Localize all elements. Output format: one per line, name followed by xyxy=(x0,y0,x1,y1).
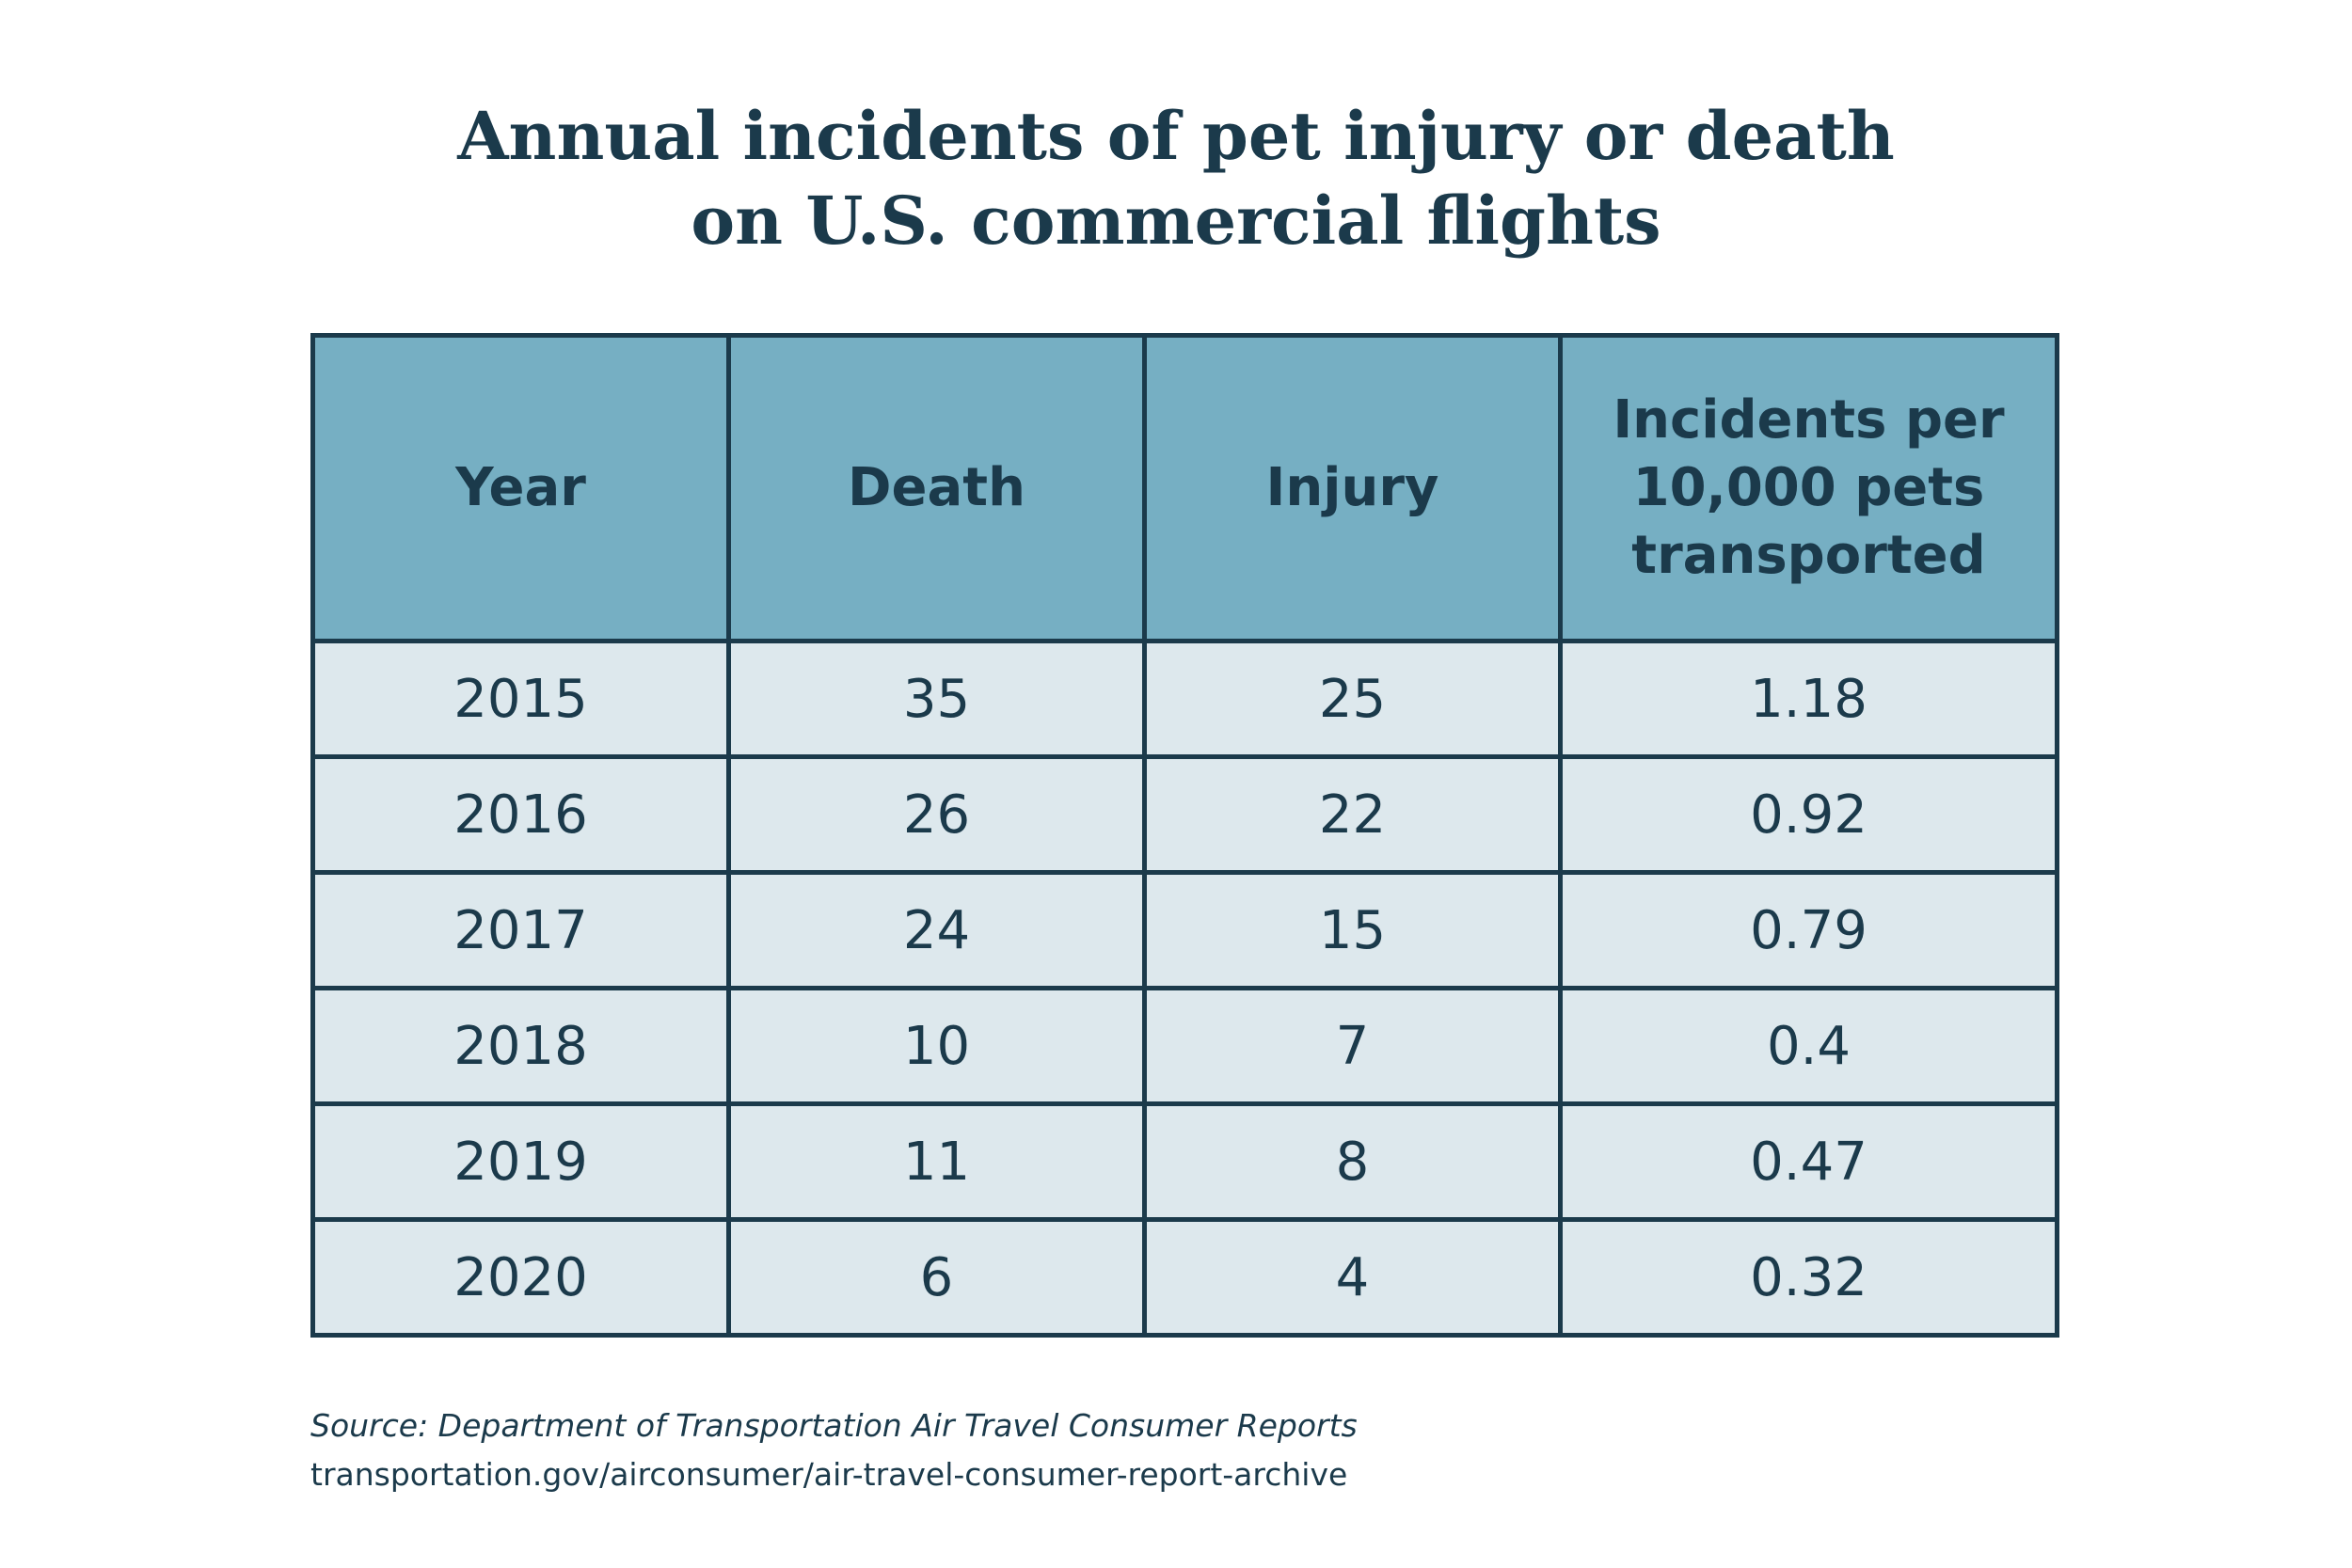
table-row: 2016 26 22 0.92 xyxy=(310,754,2059,875)
source-note: Source: Department of Transportation Air… xyxy=(310,1402,1358,1499)
cell-incidents-rate: 0.79 xyxy=(1558,870,2059,990)
table-body: 2015 35 25 1.18 2016 26 22 0.92 2017 24 … xyxy=(310,639,2059,1338)
cell-death: 26 xyxy=(726,754,1147,875)
cell-incidents-rate: 0.47 xyxy=(1558,1101,2059,1222)
table-header-row: Year Death Injury Incidents per 10,000 p… xyxy=(310,333,2059,643)
cell-year: 2018 xyxy=(310,986,731,1106)
cell-year: 2020 xyxy=(310,1217,731,1338)
chart-title-line-2: on U.S. commercial flights xyxy=(691,182,1661,260)
chart-title-line-1: Annual incidents of pet injury or death xyxy=(457,97,1895,175)
source-url: transportation.gov/airconsumer/air-trave… xyxy=(310,1456,1348,1493)
cell-incidents-rate: 1.18 xyxy=(1558,639,2059,759)
cell-incidents-rate: 0.32 xyxy=(1558,1217,2059,1338)
table-row: 2017 24 15 0.79 xyxy=(310,870,2059,990)
table-row: 2018 10 7 0.4 xyxy=(310,986,2059,1106)
cell-year: 2019 xyxy=(310,1101,731,1222)
column-header-incidents-rate: Incidents per 10,000 pets transported xyxy=(1558,333,2059,643)
cell-injury: 8 xyxy=(1142,1101,1563,1222)
cell-injury: 4 xyxy=(1142,1217,1563,1338)
table-row: 2015 35 25 1.18 xyxy=(310,639,2059,759)
cell-incidents-rate: 0.4 xyxy=(1558,986,2059,1106)
cell-injury: 22 xyxy=(1142,754,1563,875)
cell-injury: 15 xyxy=(1142,870,1563,990)
cell-year: 2016 xyxy=(310,754,731,875)
cell-death: 35 xyxy=(726,639,1147,759)
data-table: Year Death Injury Incidents per 10,000 p… xyxy=(310,333,2059,1338)
chart-title: Annual incidents of pet injury or death … xyxy=(0,94,2352,263)
source-citation: Source: Department of Transportation Air… xyxy=(310,1407,1358,1444)
table-row: 2020 6 4 0.32 xyxy=(310,1217,2059,1338)
cell-incidents-rate: 0.92 xyxy=(1558,754,2059,875)
cell-injury: 25 xyxy=(1142,639,1563,759)
cell-year: 2015 xyxy=(310,639,731,759)
column-header-injury: Injury xyxy=(1142,333,1563,643)
cell-year: 2017 xyxy=(310,870,731,990)
cell-death: 10 xyxy=(726,986,1147,1106)
column-header-death: Death xyxy=(726,333,1147,643)
column-header-year: Year xyxy=(310,333,731,643)
cell-injury: 7 xyxy=(1142,986,1563,1106)
cell-death: 11 xyxy=(726,1101,1147,1222)
cell-death: 24 xyxy=(726,870,1147,990)
cell-death: 6 xyxy=(726,1217,1147,1338)
table-row: 2019 11 8 0.47 xyxy=(310,1101,2059,1222)
